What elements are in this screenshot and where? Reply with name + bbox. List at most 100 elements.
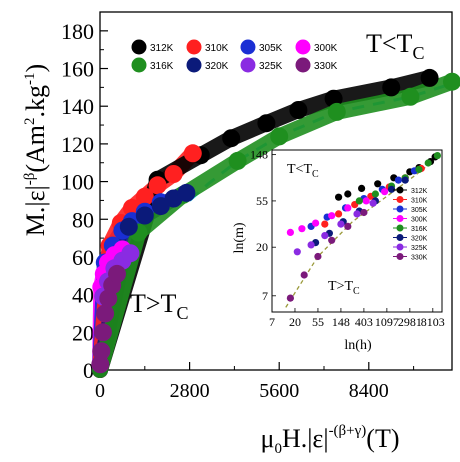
x-tick-label: 5600 [259,380,299,402]
inset-y-axis-label: ln(m) [232,222,247,253]
legend-marker-325K [240,57,256,73]
inset-legend-marker-325K [396,243,404,251]
data-point-320K [177,183,196,202]
data-point-310K [164,165,183,183]
inset-data-point-300K [362,197,370,205]
y-tick-label: 120 [61,132,94,157]
legend-label-320K: 320K [205,61,229,72]
data-point-312K [420,68,439,87]
inset-data-point-325K [321,232,329,240]
inset-x-tick-label: 8103 [421,315,445,329]
inset-legend-label-312K: 312K [411,188,428,195]
inset-data-point-312K [374,180,382,188]
data-point-325K [121,244,140,263]
inset-data-point-300K [344,204,352,212]
legend-label-300K: 300K [314,43,338,54]
y-tick-label: 80 [72,207,94,232]
inset-legend-marker-300K [396,215,404,222]
x-tick-label: 0 [95,380,105,402]
inset-data-point-330K [286,294,294,302]
data-point-316K [270,127,289,146]
inset-x-tick-label: 55 [312,315,324,329]
inset-data-point-320K [387,185,396,193]
inset-annotation-above-tc: T>TC [328,279,360,297]
inset-data-point-325K [337,220,345,228]
inset-data-point-330K [328,236,336,244]
inset-legend-marker-305K [396,205,404,213]
inset-data-point-330K [360,208,368,217]
inset-data-point-330K [344,222,352,230]
annotation-above-tc: T>TC [130,289,188,323]
inset-legend-marker-320K [396,234,404,241]
annotation-below-tc: T<TC [366,29,424,63]
legend-marker-320K [186,57,202,73]
inset-data-point-325K [293,248,301,256]
inset-legend-marker-316K [396,224,404,232]
y-tick-label: 180 [61,19,94,44]
data-point-330K [93,323,112,342]
inset-data-point-330K [314,252,322,261]
inset-legend-label-325K: 325K [411,245,428,252]
inset-y-tick-label: 148 [250,148,268,162]
legend-label-305K: 305K [259,43,283,54]
data-point-312K [289,101,308,119]
inset-data-point-312K [344,190,352,198]
inset-data-point-300K [286,228,294,236]
inset-legend-label-316K: 316K [411,226,428,233]
data-point-310K [183,144,202,163]
inset-x-axis-label: ln(h) [344,338,372,353]
data-point-330K [92,342,111,361]
inset-data-point-300K [298,225,306,233]
data-point-330K [108,264,126,283]
legend-marker-330K [295,57,311,73]
inset-legend-label-330K: 330K [411,255,428,262]
inset-data-point-312K [358,184,366,192]
inset-data-point-310K [321,220,329,228]
y-axis-label: M.|ε|-β(Am2.kg-1) [21,64,50,236]
legend-marker-305K [240,39,256,55]
inset-legend-label-320K: 320K [411,236,428,243]
inset-data-point-305K [394,176,402,184]
inset-legend-label-300K: 300K [411,217,428,224]
inset-data-point-300K [312,219,320,227]
series-band-316K [92,73,460,378]
data-point-310K [135,187,154,206]
inset-data-point-325K [307,241,315,249]
y-tick-label: 60 [72,245,94,270]
inset-data-point-325K [369,199,377,207]
legend-marker-310K [186,39,202,55]
x-tick-label: 8400 [349,380,389,402]
data-point-312K [382,78,401,97]
inset-legend-label-310K: 310K [411,198,428,205]
plot-frame [99,11,453,371]
inset-data-point-312K [335,193,343,201]
inset-legend-marker-330K [396,253,404,260]
inset-legend-marker-312K [396,186,404,194]
legend-label-310K: 310K [205,43,229,54]
inset-data-point-316K [433,152,441,160]
inset-data-point-316K [371,190,379,198]
data-point-316K [401,87,420,106]
y-tick-label: 100 [61,170,94,195]
data-point-320K [135,206,154,225]
y-tick-label: 20 [72,320,94,345]
legend-marker-312K [131,39,147,55]
inset-annotation-below-tc: T<TC [287,162,319,180]
legend-marker-300K [295,39,311,55]
y-tick-label: 40 [72,283,94,308]
inset-legend-label-305K: 305K [411,207,428,214]
inset-x-tick-label: 1097 [375,315,399,329]
inset-y-tick-label: 55 [256,194,268,208]
inset-data-point-330K [300,271,308,279]
data-point-320K [119,217,138,236]
inset-x-tick-label: 2981 [398,315,422,329]
data-point-316K [327,102,346,121]
inset-y-tick-label: 20 [256,240,268,254]
inset-data-point-316K [355,197,363,205]
x-tick-label: 2800 [170,380,210,402]
x-axis-label: μ0H.|ε|-(β+γ)(T) [261,423,400,457]
data-point-312K [257,114,276,133]
inset-legend-marker-310K [396,196,404,203]
